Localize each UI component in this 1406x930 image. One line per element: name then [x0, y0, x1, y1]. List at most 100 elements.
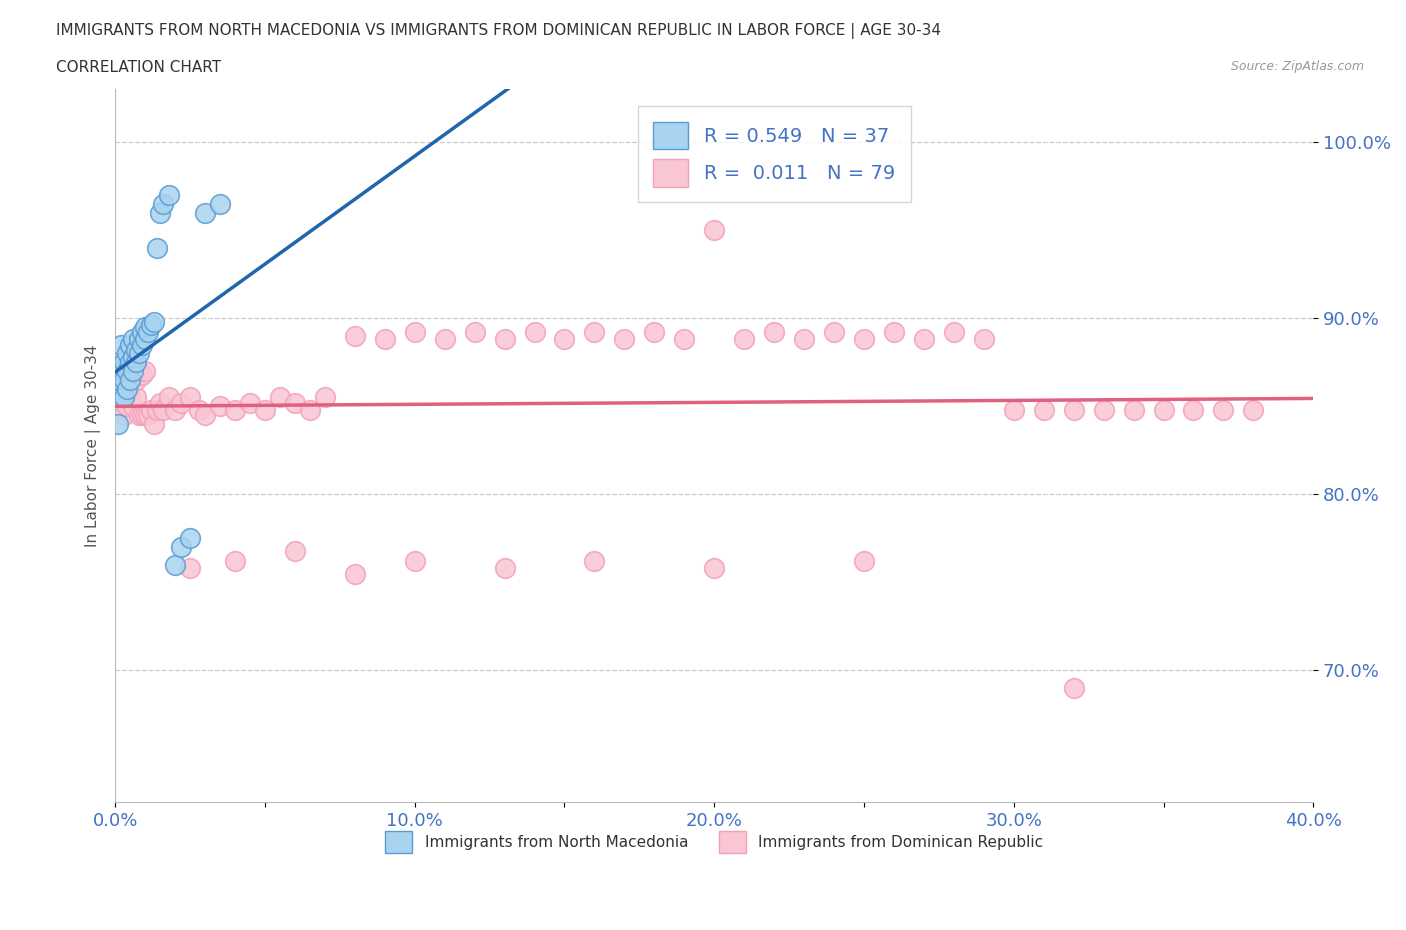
- Point: [146, 240, 169, 255]
- Point: [464, 325, 486, 339]
- Point: [374, 332, 396, 347]
- Point: [1212, 403, 1234, 418]
- Point: [146, 403, 169, 418]
- Point: [1092, 403, 1115, 418]
- Point: [1182, 403, 1205, 418]
- Point: [343, 566, 366, 581]
- Point: [973, 332, 995, 347]
- Point: [125, 355, 148, 370]
- Point: [152, 196, 174, 211]
- Point: [143, 314, 166, 329]
- Point: [125, 372, 148, 387]
- Point: [613, 332, 636, 347]
- Point: [284, 395, 307, 410]
- Point: [239, 395, 262, 410]
- Text: IMMIGRANTS FROM NORTH MACEDONIA VS IMMIGRANTS FROM DOMINICAN REPUBLIC IN LABOR F: IMMIGRANTS FROM NORTH MACEDONIA VS IMMIG…: [56, 23, 941, 39]
- Point: [112, 407, 135, 422]
- Point: [120, 338, 142, 352]
- Point: [179, 561, 201, 576]
- Point: [110, 390, 132, 405]
- Point: [122, 364, 145, 379]
- Point: [157, 188, 180, 203]
- Point: [269, 390, 291, 405]
- Point: [120, 372, 142, 387]
- Point: [149, 206, 172, 220]
- Point: [122, 355, 145, 370]
- Point: [494, 561, 516, 576]
- Text: Source: ZipAtlas.com: Source: ZipAtlas.com: [1230, 60, 1364, 73]
- Point: [120, 372, 142, 387]
- Point: [170, 539, 193, 554]
- Point: [134, 407, 156, 422]
- Point: [733, 332, 755, 347]
- Point: [942, 325, 965, 339]
- Point: [112, 355, 135, 370]
- Point: [128, 407, 150, 422]
- Point: [1063, 403, 1085, 418]
- Point: [110, 338, 132, 352]
- Point: [179, 531, 201, 546]
- Point: [1153, 403, 1175, 418]
- Point: [703, 561, 725, 576]
- Point: [165, 403, 187, 418]
- Point: [208, 399, 231, 414]
- Point: [149, 395, 172, 410]
- Point: [194, 407, 217, 422]
- Point: [134, 332, 156, 347]
- Point: [134, 320, 156, 335]
- Point: [343, 328, 366, 343]
- Point: [120, 390, 142, 405]
- Point: [110, 399, 132, 414]
- Point: [883, 325, 905, 339]
- Point: [107, 417, 129, 432]
- Point: [284, 543, 307, 558]
- Point: [912, 332, 935, 347]
- Point: [494, 332, 516, 347]
- Point: [107, 381, 129, 396]
- Point: [253, 403, 276, 418]
- Point: [136, 325, 159, 339]
- Point: [131, 325, 153, 339]
- Point: [194, 206, 217, 220]
- Point: [1032, 403, 1054, 418]
- Point: [112, 372, 135, 387]
- Point: [553, 332, 575, 347]
- Point: [115, 399, 138, 414]
- Point: [115, 381, 138, 396]
- Point: [107, 381, 129, 396]
- Point: [298, 403, 321, 418]
- Point: [433, 332, 456, 347]
- Point: [115, 346, 138, 361]
- Point: [165, 557, 187, 572]
- Point: [1002, 403, 1025, 418]
- Point: [139, 318, 162, 333]
- Point: [128, 346, 150, 361]
- Point: [170, 395, 193, 410]
- Y-axis label: In Labor Force | Age 30-34: In Labor Force | Age 30-34: [86, 345, 101, 547]
- Point: [152, 403, 174, 418]
- Point: [122, 399, 145, 414]
- Point: [139, 403, 162, 418]
- Point: [131, 367, 153, 382]
- Point: [823, 325, 845, 339]
- Point: [125, 342, 148, 357]
- Point: [122, 350, 145, 365]
- Point: [404, 325, 426, 339]
- Point: [1122, 403, 1144, 418]
- Point: [523, 325, 546, 339]
- Point: [131, 407, 153, 422]
- Point: [122, 332, 145, 347]
- Point: [125, 390, 148, 405]
- Point: [853, 553, 876, 568]
- Point: [188, 403, 211, 418]
- Point: [583, 553, 606, 568]
- Text: CORRELATION CHART: CORRELATION CHART: [56, 60, 221, 75]
- Point: [131, 338, 153, 352]
- Point: [224, 403, 246, 418]
- Point: [853, 332, 876, 347]
- Point: [120, 355, 142, 370]
- Point: [583, 325, 606, 339]
- Point: [673, 332, 696, 347]
- Point: [404, 553, 426, 568]
- Legend: Immigrants from North Macedonia, Immigrants from Dominican Republic: Immigrants from North Macedonia, Immigra…: [378, 825, 1050, 859]
